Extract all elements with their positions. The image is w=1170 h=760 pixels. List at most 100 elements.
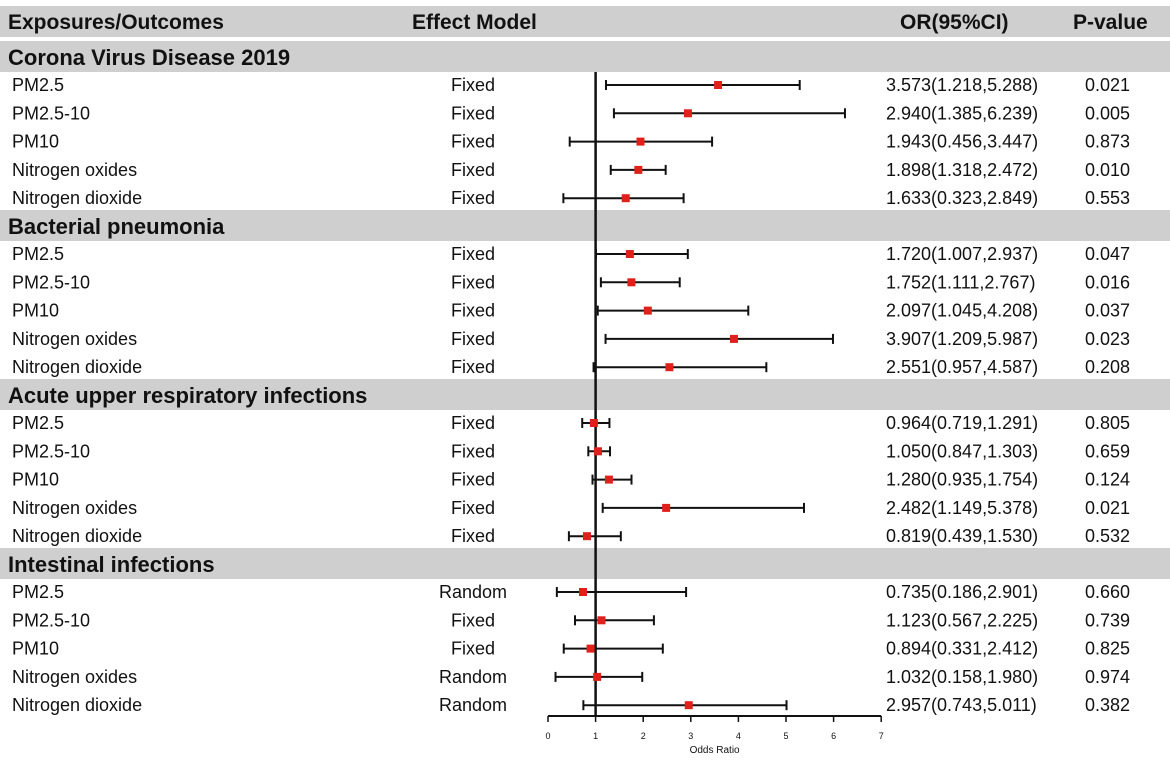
header-band [0,6,1170,37]
row-effect-model: Fixed [451,103,495,123]
row-or-ci: 0.964(0.719,1.291) [886,413,1038,433]
row-exposure: PM2.5-10 [12,441,90,461]
row-effect-model: Fixed [451,301,495,321]
row-p-value: 0.124 [1085,470,1130,490]
row-or-ci: 3.573(1.218,5.288) [886,75,1038,95]
row-p-value: 0.208 [1085,357,1130,377]
forest-marks [554,72,846,716]
row-effect-model: Fixed [451,160,495,180]
row-effect-model: Fixed [451,357,495,377]
row-exposure: Nitrogen dioxide [12,526,142,546]
row-p-value: 0.553 [1085,188,1130,208]
table-rows: Corona Virus Disease 2019 PM2.5 Fixed 3.573… [8,45,1130,715]
row-effect-model: Fixed [451,526,495,546]
row-or-ci: 3.907(1.209,5.987) [886,329,1038,349]
group-band [0,548,1170,579]
row-effect-model: Fixed [451,413,495,433]
row-or-ci: 1.123(0.567,2.225) [886,610,1038,630]
point-estimate [625,250,634,258]
row-exposure: PM2.5 [12,75,64,95]
row-exposure: PM10 [12,470,59,490]
row-effect-model: Fixed [451,470,495,490]
row-exposure: Nitrogen oxides [12,160,137,180]
row-exposure: PM2.5 [12,582,64,602]
group-title: Intestinal infections [8,552,215,577]
row-exposure: PM10 [12,132,59,152]
row-p-value: 0.382 [1085,695,1130,715]
row-or-ci: 1.032(0.158,1.980) [886,667,1038,687]
x-tick-label: 0 [545,731,550,741]
row-p-value: 0.974 [1085,667,1130,687]
row-p-value: 0.739 [1085,610,1130,630]
row-effect-model: Fixed [451,639,495,659]
row-or-ci: 2.097(1.045,4.208) [886,301,1038,321]
x-axis-label: Odds Ratio [690,745,740,756]
row-or-ci: 0.819(0.439,1.530) [886,526,1038,546]
row-p-value: 0.005 [1085,103,1130,123]
point-estimate [597,616,606,625]
row-effect-model: Fixed [451,188,495,208]
x-tick-label: 5 [783,731,788,741]
x-tick-label: 4 [736,731,741,741]
row-effect-model: Random [439,695,507,715]
row-exposure: PM2.5-10 [12,272,90,292]
row-effect-model: Fixed [451,272,495,292]
point-estimate [582,532,591,541]
group-band [0,210,1170,241]
row-effect-model: Fixed [451,132,495,152]
x-tick-label: 3 [688,731,693,741]
row-exposure: Nitrogen dioxide [12,695,142,715]
row-p-value: 0.825 [1085,639,1130,659]
point-estimate [662,503,671,512]
row-p-value: 0.532 [1085,526,1130,546]
row-p-value: 0.805 [1085,413,1130,433]
row-effect-model: Fixed [451,244,495,264]
point-estimate [578,588,587,596]
column-headers: Exposures/Outcomes Effect Model OR(95%CI… [8,11,1148,34]
row-p-value: 0.659 [1085,441,1130,461]
point-estimate [593,447,602,456]
row-effect-model: Fixed [451,441,495,461]
x-tick-label: 1 [593,731,598,741]
row-p-value: 0.021 [1085,498,1130,518]
point-estimate [634,165,643,174]
row-effect-model: Random [439,667,507,687]
x-axis: 0 1 2 3 4 5 6 7 Odds Ratio [545,715,884,756]
row-exposure: PM10 [12,301,59,321]
point-estimate [714,81,723,89]
point-estimate [589,419,598,427]
point-estimate [643,306,652,315]
group-title: Acute upper respiratory infections [8,383,367,408]
row-p-value: 0.010 [1085,160,1130,180]
row-p-value: 0.660 [1085,582,1130,602]
row-or-ci: 2.551(0.957,4.587) [886,357,1038,377]
row-or-ci: 0.735(0.186,2.901) [886,582,1038,602]
x-tick-label: 2 [641,731,646,741]
row-exposure: PM2.5-10 [12,103,90,123]
header-p-value: P-value [1073,11,1148,34]
row-exposure: Nitrogen oxides [12,329,137,349]
row-exposure: PM2.5 [12,244,64,264]
group-band [0,379,1170,410]
row-or-ci: 1.280(0.935,1.754) [886,470,1038,490]
row-or-ci: 1.943(0.456,3.447) [886,132,1038,152]
row-or-ci: 2.957(0.743,5.011) [886,695,1037,715]
x-tick-label: 7 [879,731,884,741]
row-p-value: 0.016 [1085,272,1130,292]
point-estimate [621,194,630,203]
point-estimate [683,109,692,118]
row-or-ci: 2.940(1.385,6.239) [886,103,1038,123]
row-or-ci: 2.482(1.149,5.378) [886,498,1038,518]
row-exposure: Nitrogen oxides [12,667,137,687]
group-title: Corona Virus Disease 2019 [8,45,290,70]
row-exposure: Nitrogen oxides [12,498,137,518]
point-estimate [593,672,602,681]
point-estimate [627,278,636,287]
row-exposure: PM2.5 [12,413,64,433]
point-estimate [665,363,674,372]
row-or-ci: 0.894(0.331,2.412) [886,639,1038,659]
row-or-ci: 1.720(1.007,2.937) [886,244,1038,264]
row-exposure: Nitrogen dioxide [12,357,142,377]
row-p-value: 0.047 [1085,244,1130,264]
